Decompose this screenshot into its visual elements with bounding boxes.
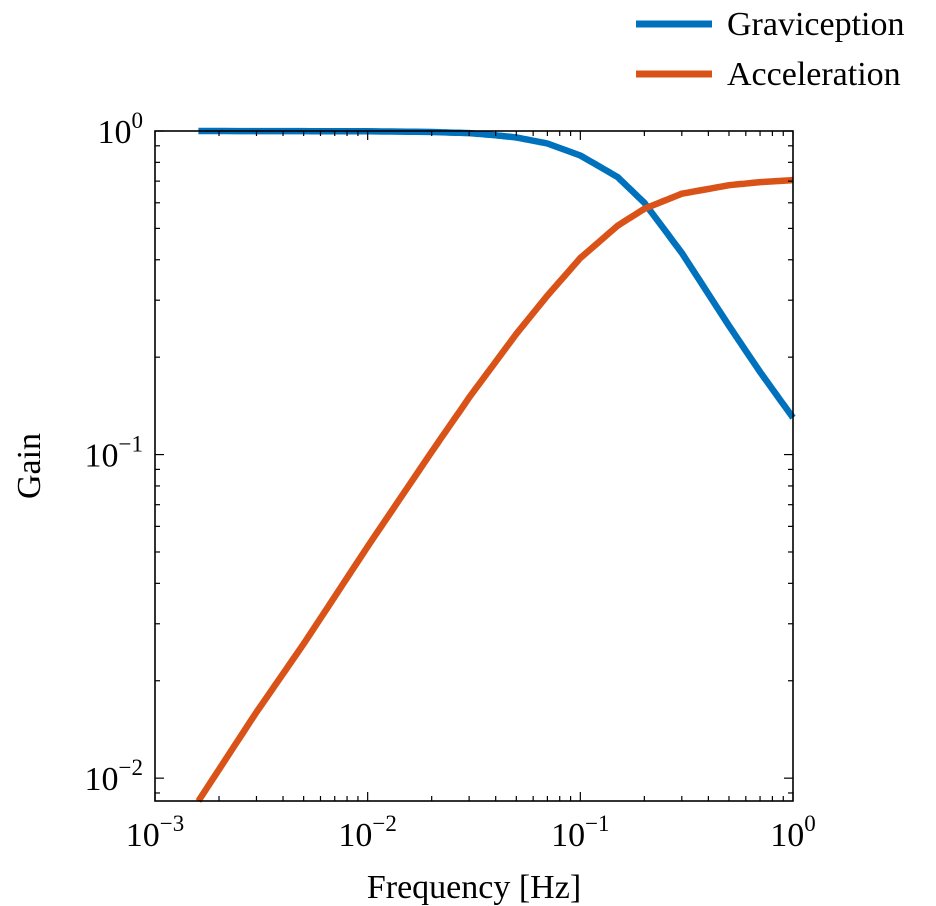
labels-layer: Frequency [Hz] Gain 10−3 10−2 10−1 100 100 10… — [11, 108, 816, 906]
ticks-layer — [154, 130, 794, 801]
x-tick-label: 100 — [770, 811, 816, 854]
legend-label-acceleration: Acceleration — [727, 56, 901, 93]
y-axis-label: Gain — [11, 433, 48, 499]
x-tick-label: 10−1 — [551, 811, 609, 854]
plot-frame — [154, 130, 794, 802]
x-tick-label: 10−2 — [338, 811, 396, 854]
legend-label-graviception: Graviception — [727, 6, 905, 43]
legend: Graviception Acceleration — [636, 6, 905, 93]
series-line-acceleration — [195, 176, 794, 803]
y-tick-label: 10−1 — [85, 432, 143, 475]
y-tick-label: 100 — [98, 108, 144, 151]
series-line-graviception — [198, 127, 796, 420]
x-tick-label: 10−3 — [126, 811, 184, 854]
y-tick-label: 10−2 — [85, 755, 143, 798]
x-axis-label: Frequency [Hz] — [367, 869, 581, 906]
series-layer — [195, 127, 796, 803]
